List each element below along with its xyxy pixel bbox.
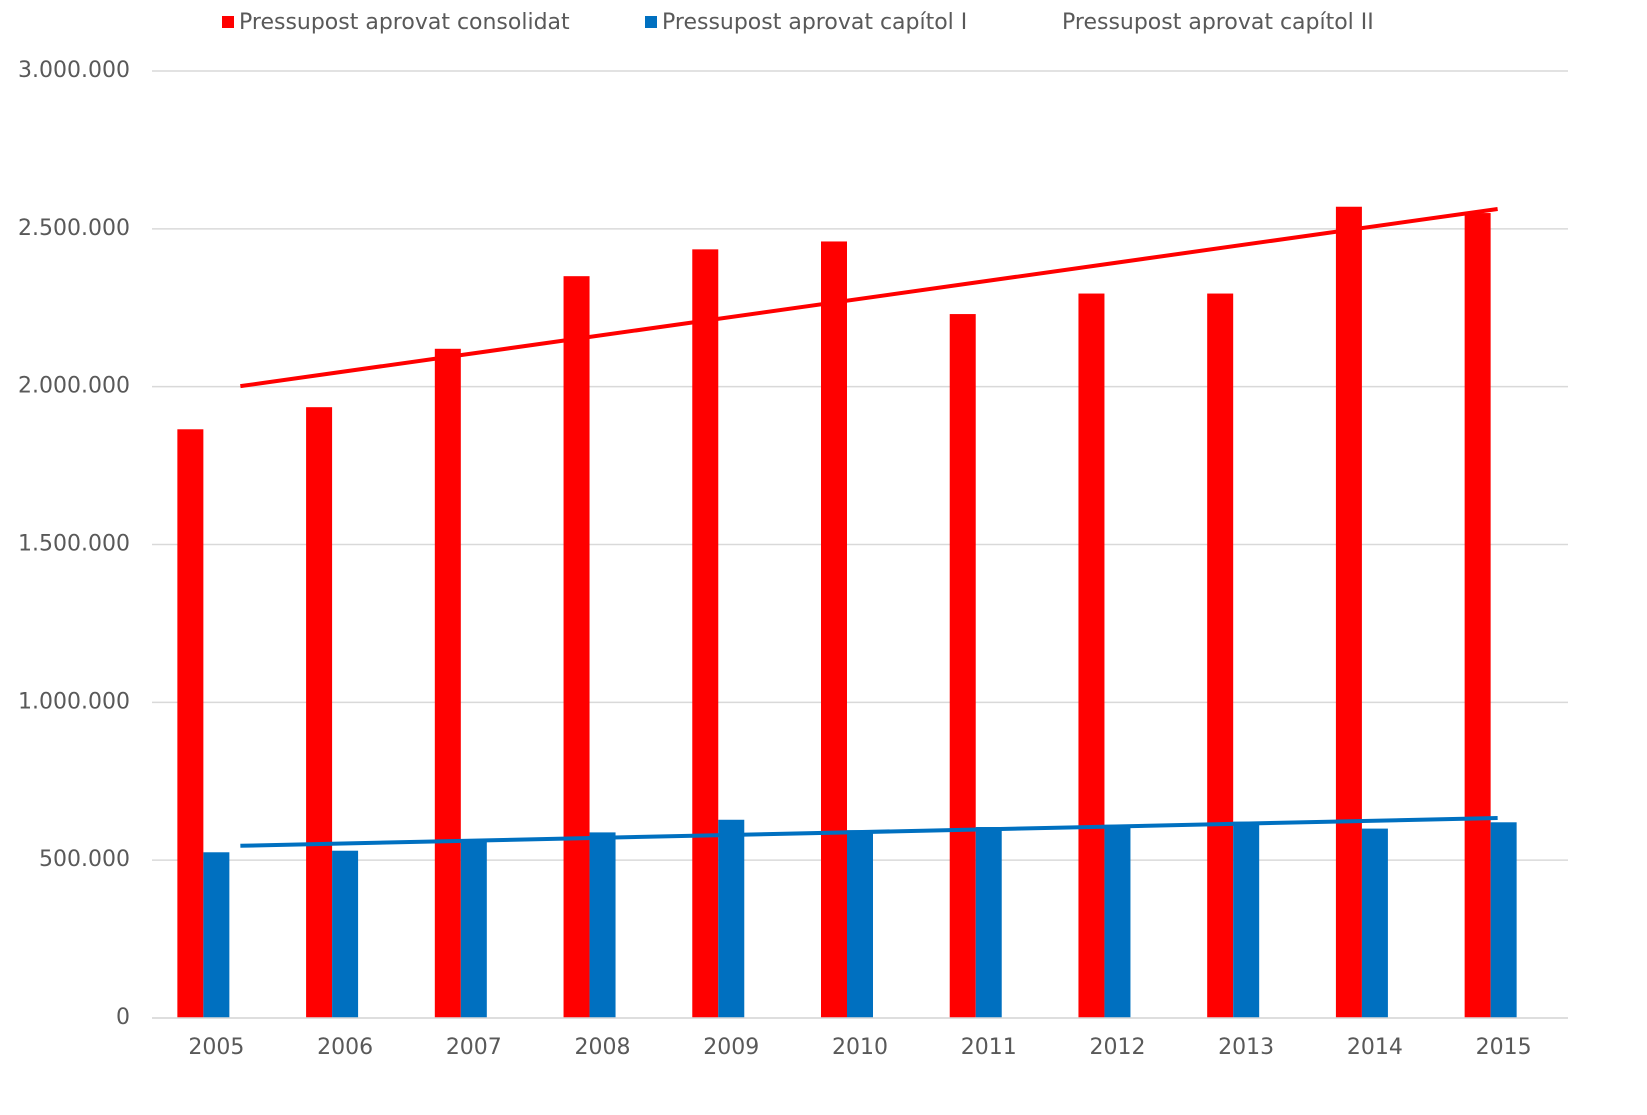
bar <box>1104 824 1131 1018</box>
legend-label: Pressupost aprovat capítol II <box>1062 10 1374 35</box>
legend-label: Pressupost aprovat consolidat <box>239 10 570 35</box>
bar <box>1490 822 1517 1018</box>
x-tick-label: 2011 <box>961 1035 1017 1060</box>
legend-marker <box>222 16 234 28</box>
y-tick-label: 3.000.000 <box>18 58 130 83</box>
bar <box>847 830 873 1018</box>
bar <box>203 852 230 1018</box>
bar <box>1078 293 1105 1018</box>
x-tick-label: 2014 <box>1347 1035 1403 1060</box>
bar <box>332 850 359 1018</box>
x-tick-label: 2010 <box>832 1035 888 1060</box>
x-tick-label: 2007 <box>446 1035 502 1060</box>
x-tick-label: 2015 <box>1476 1035 1532 1060</box>
y-tick-label: 2.500.000 <box>18 216 130 241</box>
y-tick-label: 1.000.000 <box>18 689 130 714</box>
bar <box>434 348 461 1019</box>
y-tick-label: 0 <box>116 1005 130 1030</box>
bar <box>1335 206 1362 1018</box>
bar <box>1233 821 1260 1018</box>
bar <box>460 841 487 1018</box>
legend-marker <box>1045 16 1057 28</box>
x-tick-label: 2012 <box>1089 1035 1145 1060</box>
x-tick-label: 2009 <box>703 1035 759 1060</box>
y-tick-label: 2.000.000 <box>18 374 130 399</box>
x-tick-label: 2013 <box>1218 1035 1274 1060</box>
legend-label: Pressupost aprovat capítol I <box>662 10 967 35</box>
bar <box>821 241 847 1018</box>
bar <box>975 827 1002 1018</box>
y-tick-label: 500.000 <box>39 847 130 872</box>
x-tick-label: 2005 <box>188 1035 244 1060</box>
bar <box>177 429 204 1018</box>
x-tick-label: 2006 <box>317 1035 373 1060</box>
trend-line <box>240 816 1498 848</box>
x-tick-label: 2008 <box>575 1035 631 1060</box>
legend-marker <box>645 16 657 28</box>
bar <box>1464 213 1491 1019</box>
bar <box>563 276 590 1018</box>
bar <box>1361 828 1388 1018</box>
y-tick-label: 1.500.000 <box>18 532 130 557</box>
bar <box>718 819 745 1018</box>
bar <box>306 407 333 1018</box>
bar <box>1207 293 1234 1018</box>
bar <box>692 249 719 1018</box>
trend-line <box>240 206 1498 389</box>
bar <box>949 314 976 1018</box>
bar <box>589 832 616 1018</box>
